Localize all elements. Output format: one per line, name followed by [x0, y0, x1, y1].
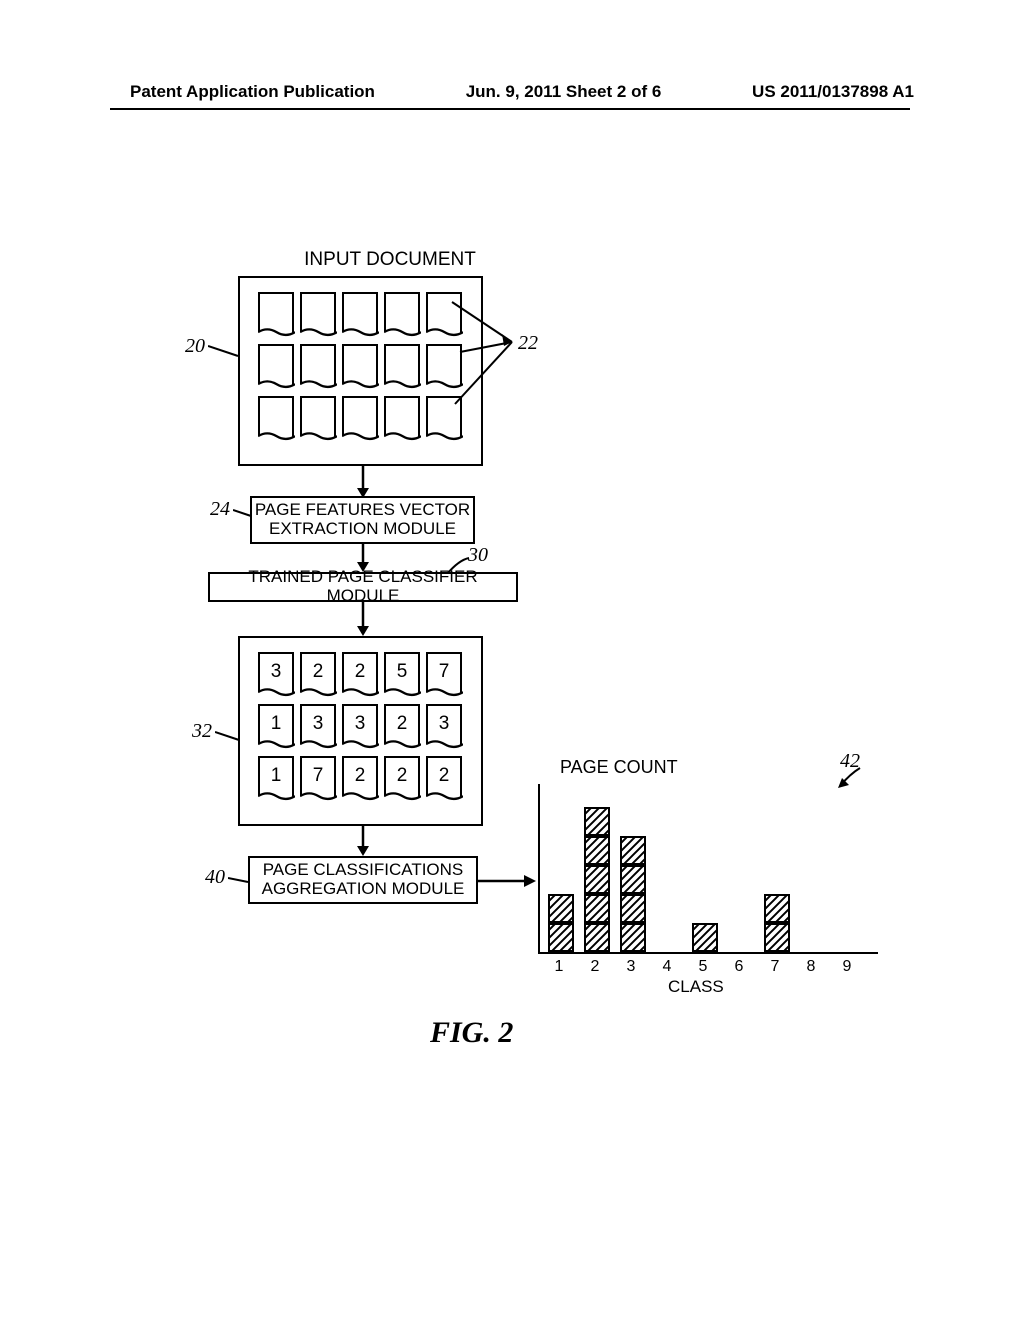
module-page-features: PAGE FEATURES VECTOR EXTRACTION MODULE: [250, 496, 475, 544]
module-trained-classifier: TRAINED PAGE CLASSIFIER MODULE: [208, 572, 518, 602]
page-icon: [384, 292, 420, 336]
chart-bar: [584, 807, 610, 952]
page-icon: [300, 344, 336, 388]
input-document-box: [238, 276, 483, 466]
ref-40: 40: [205, 866, 225, 889]
classified-page-icon: 2: [384, 704, 420, 748]
input-document-label: INPUT DOCUMENT: [290, 250, 490, 271]
page-header: Patent Application Publication Jun. 9, 2…: [0, 82, 1024, 102]
classified-page-icon: 3: [258, 652, 294, 696]
ref-32: 32: [192, 720, 212, 743]
leader-40: [228, 876, 250, 886]
chart-xlabel: CLASS: [668, 978, 724, 997]
header-right: US 2011/0137898 A1: [752, 82, 914, 102]
classified-page-icon: 2: [342, 756, 378, 800]
classified-pages-grid: 322571332317222: [258, 652, 462, 800]
figure-2-diagram: INPUT DOCUMENT: [120, 260, 910, 1090]
page-icon: [300, 292, 336, 336]
chart-xlabels: 123456789: [538, 958, 878, 976]
chart-xtick: 8: [798, 958, 824, 976]
arrow-right: [478, 874, 536, 888]
header-mid: Jun. 9, 2011 Sheet 2 of 6: [466, 82, 662, 102]
chart-xtick: 5: [690, 958, 716, 976]
header-rule: [110, 108, 910, 110]
header-left: Patent Application Publication: [130, 82, 375, 102]
chart-ylabel: PAGE COUNT: [560, 758, 678, 778]
chart-bars: [540, 807, 878, 952]
classified-page-icon: 1: [258, 756, 294, 800]
page-icon: [384, 344, 420, 388]
classified-pages-box: 322571332317222: [238, 636, 483, 826]
page-icon: [258, 292, 294, 336]
chart-bar: [548, 894, 574, 952]
ref-30: 30: [468, 544, 488, 567]
page-icon: [342, 292, 378, 336]
leader-24: [233, 508, 253, 518]
chart-xtick: 7: [762, 958, 788, 976]
classified-page-icon: 7: [426, 652, 462, 696]
chart-bar: [764, 894, 790, 952]
classified-page-icon: 2: [384, 756, 420, 800]
leader-32: [215, 730, 241, 742]
arrow-down-1: [356, 466, 370, 498]
classified-page-icon: 5: [384, 652, 420, 696]
module-page-features-label: PAGE FEATURES VECTOR EXTRACTION MODULE: [255, 501, 470, 538]
classified-page-icon: 3: [426, 704, 462, 748]
arrow-down-4: [356, 826, 370, 856]
chart-xtick: 2: [582, 958, 608, 976]
patent-page: Patent Application Publication Jun. 9, 2…: [0, 0, 1024, 1320]
leader-22: [450, 292, 530, 422]
ref-20: 20: [185, 335, 205, 358]
page-count-chart: [538, 784, 878, 954]
module-aggregation-label: PAGE CLASSIFICATIONS AGGREGATION MODULE: [262, 861, 465, 898]
page-icon: [342, 396, 378, 440]
chart-xtick: 1: [546, 958, 572, 976]
classified-page-icon: 3: [300, 704, 336, 748]
figure-caption: FIG. 2: [430, 1016, 513, 1050]
page-icon: [258, 344, 294, 388]
chart-bar: [692, 923, 718, 952]
page-icon: [300, 396, 336, 440]
classified-page-icon: 2: [342, 652, 378, 696]
leader-20: [208, 344, 240, 358]
classified-page-icon: 7: [300, 756, 336, 800]
classified-page-icon: 1: [258, 704, 294, 748]
classified-page-icon: 3: [342, 704, 378, 748]
page-icon: [384, 396, 420, 440]
chart-xtick: 4: [654, 958, 680, 976]
module-trained-classifier-label: TRAINED PAGE CLASSIFIER MODULE: [210, 568, 516, 605]
module-aggregation: PAGE CLASSIFICATIONS AGGREGATION MODULE: [248, 856, 478, 904]
ref-24: 24: [210, 498, 230, 521]
chart-bar: [620, 836, 646, 952]
chart-xtick: 9: [834, 958, 860, 976]
page-icon: [342, 344, 378, 388]
chart-xtick: 3: [618, 958, 644, 976]
page-icon: [258, 396, 294, 440]
classified-page-icon: 2: [300, 652, 336, 696]
input-pages-grid: [258, 292, 462, 440]
arrow-down-3: [356, 602, 370, 636]
classified-page-icon: 2: [426, 756, 462, 800]
chart-xtick: 6: [726, 958, 752, 976]
